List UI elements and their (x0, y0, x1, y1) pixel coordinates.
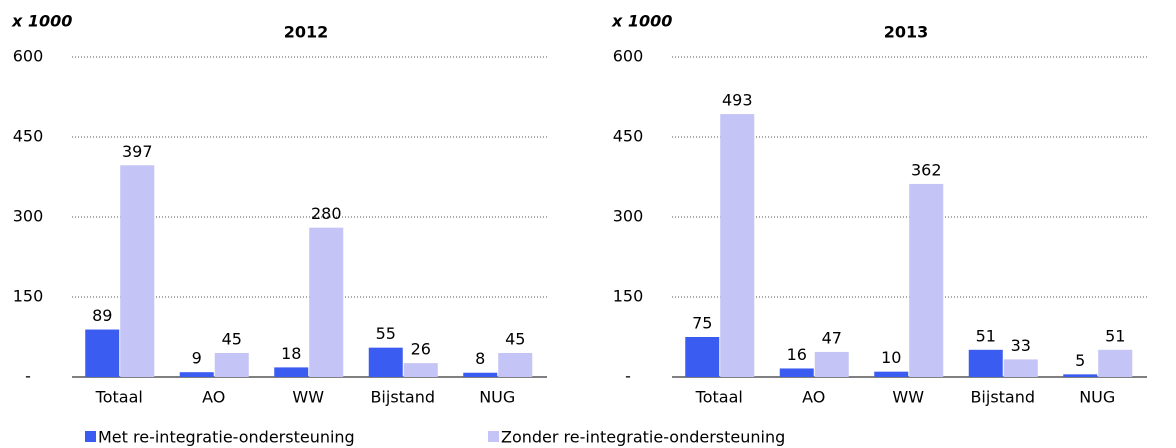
y-tick-label: - (25, 367, 31, 386)
value-label: 75 (692, 314, 712, 333)
value-label: 89 (92, 306, 112, 325)
y-tick-label: 600 (13, 47, 44, 66)
bar (309, 227, 344, 377)
bar (779, 368, 814, 377)
bar (1063, 374, 1098, 377)
value-label: 45 (505, 330, 525, 349)
y-tick-label: - (625, 367, 631, 386)
y-tick-label: 300 (613, 207, 644, 226)
bar (179, 372, 214, 377)
bar (968, 349, 1003, 377)
value-label: 47 (822, 328, 842, 347)
value-label: 493 (722, 91, 753, 110)
value-label: 16 (787, 345, 807, 364)
value-label: 33 (1011, 336, 1031, 355)
bar (368, 347, 403, 377)
x-tick-label: Bijstand (370, 388, 435, 407)
bar (1003, 359, 1038, 377)
bar (214, 353, 249, 377)
legend-swatch (85, 431, 96, 442)
value-label: 9 (192, 349, 202, 368)
value-label: 5 (1075, 351, 1085, 370)
x-tick-label: NUG (479, 388, 515, 407)
value-label: 18 (281, 344, 301, 363)
bar (874, 371, 909, 377)
chart-title: 2013 (884, 23, 929, 42)
x-tick-label: Bijstand (970, 388, 1035, 407)
bar (463, 372, 498, 377)
bar (403, 363, 438, 377)
x-tick-label: AO (202, 388, 225, 407)
legend-label: Met re-integratie-ondersteuning (98, 428, 355, 447)
y-tick-label: 450 (13, 127, 44, 146)
y-tick-label: 150 (613, 287, 644, 306)
y-tick-label: 300 (13, 207, 44, 226)
bar (498, 353, 533, 377)
bar (120, 165, 155, 377)
value-label: 51 (976, 326, 996, 345)
chart-title: 2012 (284, 23, 329, 42)
value-label: 45 (222, 330, 242, 349)
y-tick-label: 600 (613, 47, 644, 66)
bar (274, 367, 309, 377)
y-tick-label: 450 (613, 127, 644, 146)
bar (909, 183, 944, 377)
unit-label: x 1000 (611, 12, 672, 31)
x-tick-label: Totaal (695, 388, 743, 407)
value-label: 10 (881, 348, 901, 367)
unit-label: x 1000 (11, 12, 72, 31)
bar (1098, 349, 1133, 377)
x-tick-label: WW (292, 388, 324, 407)
y-tick-label: 150 (13, 287, 44, 306)
x-tick-label: NUG (1079, 388, 1115, 407)
value-label: 397 (122, 142, 153, 161)
bar (85, 329, 120, 377)
legend-swatch (488, 431, 499, 442)
legend-label: Zonder re-integratie-ondersteuning (501, 428, 785, 447)
x-tick-label: Totaal (95, 388, 143, 407)
value-label: 55 (376, 324, 396, 343)
x-tick-label: AO (802, 388, 825, 407)
value-label: 51 (1105, 326, 1125, 345)
value-label: 26 (411, 340, 431, 359)
bar (814, 351, 849, 377)
bar (720, 114, 755, 378)
value-label: 8 (475, 349, 485, 368)
value-label: 280 (311, 204, 342, 223)
value-label: 362 (911, 160, 942, 179)
x-tick-label: WW (892, 388, 924, 407)
bar (685, 337, 720, 377)
